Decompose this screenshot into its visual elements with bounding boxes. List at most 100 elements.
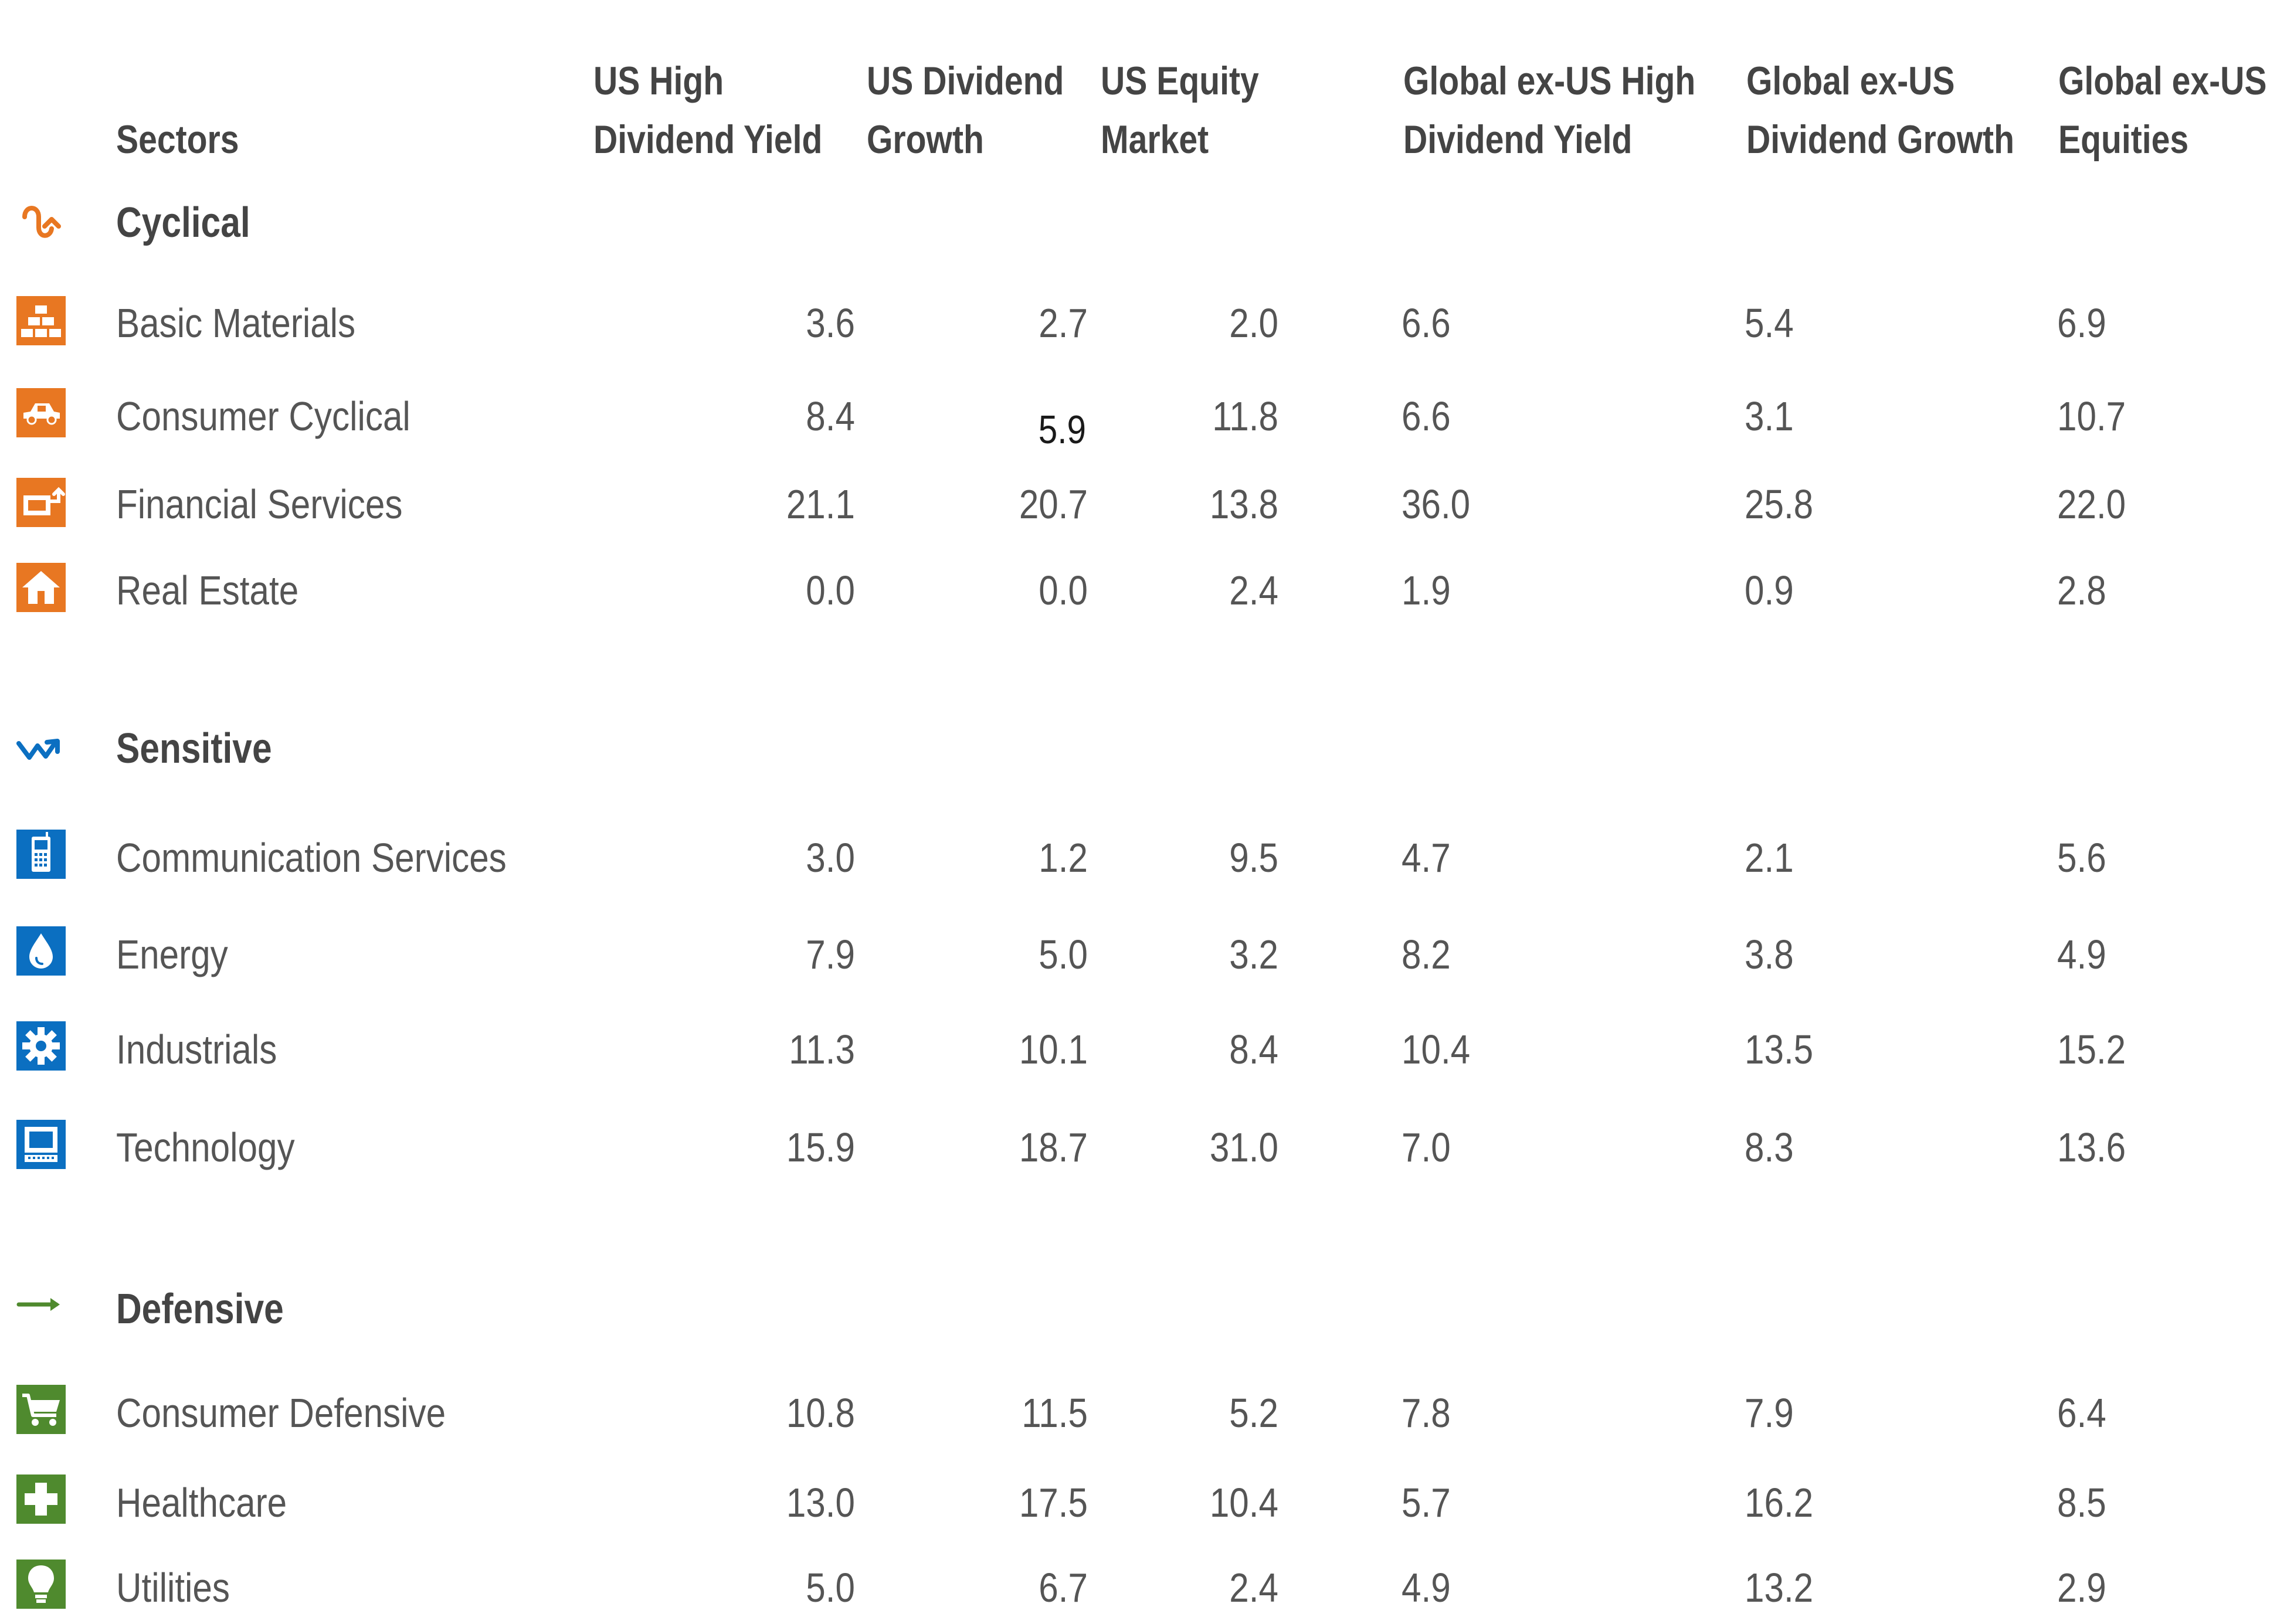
cell-real-estate-global-high-dividend-yield: 1.9 (1402, 568, 1451, 613)
cell-healthcare-global-equities: 8.5 (2057, 1480, 2106, 1526)
real-estate-icon (16, 563, 66, 612)
header-col-1-line1: US High (593, 59, 724, 103)
cell-consumer-cyclical-us-equity-market: 11.8 (1212, 393, 1278, 439)
utilities-icon (16, 1560, 66, 1609)
sector-label-financial-services: Financial Services (116, 481, 403, 527)
cell-utilities-us-high-dividend-yield: 5.0 (806, 1565, 855, 1611)
cell-industrials-us-equity-market: 8.4 (1229, 1027, 1278, 1072)
sensitive-icon (16, 739, 60, 760)
cell-real-estate-us-dividend-growth: 0.0 (1039, 568, 1088, 613)
cell-consumer-defensive-us-equity-market: 5.2 (1229, 1390, 1278, 1436)
header-col-5-line2: Dividend Growth (1746, 117, 2014, 162)
cell-consumer-defensive-global-dividend-growth: 7.9 (1745, 1390, 1794, 1436)
header-col-3-line2: Market (1101, 117, 1209, 162)
cell-consumer-defensive-us-dividend-growth: 11.5 (1022, 1390, 1088, 1436)
cell-utilities-us-equity-market: 2.4 (1229, 1565, 1278, 1611)
header-col-3-line1: US Equity (1101, 59, 1259, 103)
cell-consumer-cyclical-us-dividend-growth: 5.9 (1038, 407, 1086, 452)
cell-consumer-cyclical-global-dividend-growth: 3.1 (1745, 393, 1794, 439)
group-label-sensitive: Sensitive (116, 725, 272, 772)
cell-industrials-us-high-dividend-yield: 11.3 (789, 1027, 855, 1072)
sector-label-real-estate: Real Estate (116, 568, 299, 613)
cell-industrials-global-equities: 15.2 (2057, 1027, 2126, 1072)
cell-basic-materials-us-equity-market: 2.0 (1229, 300, 1278, 346)
cell-consumer-cyclical-global-equities: 10.7 (2057, 393, 2126, 439)
cell-financial-services-us-equity-market: 13.8 (1209, 481, 1278, 527)
cell-consumer-cyclical-global-high-dividend-yield: 6.6 (1402, 393, 1451, 439)
header-col-6-line2: Equities (2058, 117, 2189, 162)
header-col-4-line1: Global ex-US High (1403, 59, 1696, 103)
cell-technology-global-dividend-growth: 8.3 (1745, 1124, 1794, 1170)
defensive-icon (16, 1298, 60, 1311)
cell-healthcare-us-equity-market: 10.4 (1209, 1480, 1278, 1526)
cell-consumer-defensive-global-equities: 6.4 (2057, 1390, 2106, 1436)
energy-icon (16, 926, 66, 976)
header-col-2-line1: US Dividend (867, 59, 1064, 103)
industrials-icon (16, 1021, 66, 1071)
cell-basic-materials-global-high-dividend-yield: 6.6 (1402, 300, 1451, 346)
cell-energy-us-equity-market: 3.2 (1229, 932, 1278, 977)
sector-label-communication-services: Communication Services (116, 835, 507, 881)
cell-technology-us-dividend-growth: 18.7 (1019, 1124, 1088, 1170)
header-col-2-line2: Growth (867, 117, 984, 162)
cyclical-icon (22, 206, 61, 238)
cell-healthcare-global-dividend-growth: 16.2 (1745, 1480, 1814, 1526)
cell-communication-services-us-equity-market: 9.5 (1229, 835, 1278, 881)
cell-communication-services-global-high-dividend-yield: 4.7 (1402, 835, 1451, 881)
cell-industrials-us-dividend-growth: 10.1 (1019, 1027, 1088, 1072)
header-col-4-line2: Dividend Yield (1403, 117, 1633, 162)
cell-financial-services-global-equities: 22.0 (2057, 481, 2126, 527)
sector-label-consumer-defensive: Consumer Defensive (116, 1390, 446, 1436)
sector-label-basic-materials: Basic Materials (116, 300, 356, 346)
cell-technology-us-high-dividend-yield: 15.9 (786, 1124, 855, 1170)
healthcare-icon (16, 1474, 66, 1524)
cell-real-estate-global-equities: 2.8 (2057, 568, 2106, 613)
cell-industrials-global-high-dividend-yield: 10.4 (1402, 1027, 1471, 1072)
consumer-cyclical-icon (16, 388, 66, 437)
cell-basic-materials-us-high-dividend-yield: 3.6 (806, 300, 855, 346)
cell-healthcare-us-dividend-growth: 17.5 (1019, 1480, 1088, 1526)
cell-communication-services-global-equities: 5.6 (2057, 835, 2106, 881)
cell-communication-services-global-dividend-growth: 2.1 (1745, 835, 1794, 881)
financial-services-icon (16, 478, 66, 527)
consumer-defensive-icon (16, 1385, 66, 1434)
cell-financial-services-us-high-dividend-yield: 21.1 (786, 481, 855, 527)
cell-utilities-global-high-dividend-yield: 4.9 (1402, 1565, 1451, 1611)
cell-technology-us-equity-market: 31.0 (1209, 1124, 1278, 1170)
cell-utilities-us-dividend-growth: 6.7 (1039, 1565, 1088, 1611)
group-label-defensive: Defensive (116, 1286, 284, 1333)
group-label-cyclical: Cyclical (116, 199, 250, 246)
cell-financial-services-us-dividend-growth: 20.7 (1019, 481, 1088, 527)
cell-energy-us-dividend-growth: 5.0 (1039, 932, 1088, 977)
cell-energy-global-high-dividend-yield: 8.2 (1402, 932, 1451, 977)
sector-label-energy: Energy (116, 932, 228, 977)
cell-energy-global-equities: 4.9 (2057, 932, 2106, 977)
cell-real-estate-global-dividend-growth: 0.9 (1745, 568, 1794, 613)
communication-services-icon (16, 830, 66, 879)
header-col-1-line2: Dividend Yield (593, 117, 823, 162)
cell-utilities-global-dividend-growth: 13.2 (1745, 1565, 1814, 1611)
cell-consumer-defensive-global-high-dividend-yield: 7.8 (1402, 1390, 1451, 1436)
cell-financial-services-global-high-dividend-yield: 36.0 (1402, 481, 1471, 527)
cell-consumer-defensive-us-high-dividend-yield: 10.8 (786, 1390, 855, 1436)
cell-financial-services-global-dividend-growth: 25.8 (1745, 481, 1814, 527)
cell-real-estate-us-equity-market: 2.4 (1229, 568, 1278, 613)
sector-label-consumer-cyclical: Consumer Cyclical (116, 393, 410, 439)
cell-technology-global-equities: 13.6 (2057, 1124, 2126, 1170)
cell-healthcare-us-high-dividend-yield: 13.0 (786, 1480, 855, 1526)
header-sectors: Sectors (116, 117, 239, 162)
cell-healthcare-global-high-dividend-yield: 5.7 (1402, 1480, 1451, 1526)
cell-energy-us-high-dividend-yield: 7.9 (806, 932, 855, 977)
cell-energy-global-dividend-growth: 3.8 (1745, 932, 1794, 977)
header-col-5-line1: Global ex-US (1746, 59, 1955, 103)
cell-real-estate-us-high-dividend-yield: 0.0 (806, 568, 855, 613)
basic-materials-icon (16, 296, 66, 345)
cell-communication-services-us-high-dividend-yield: 3.0 (806, 835, 855, 881)
sector-label-industrials: Industrials (116, 1027, 277, 1072)
cell-basic-materials-us-dividend-growth: 2.7 (1039, 300, 1088, 346)
cell-communication-services-us-dividend-growth: 1.2 (1039, 835, 1088, 881)
cell-industrials-global-dividend-growth: 13.5 (1745, 1027, 1814, 1072)
sector-label-healthcare: Healthcare (116, 1480, 287, 1526)
cell-basic-materials-global-equities: 6.9 (2057, 300, 2106, 346)
cell-consumer-cyclical-us-high-dividend-yield: 8.4 (806, 393, 855, 439)
